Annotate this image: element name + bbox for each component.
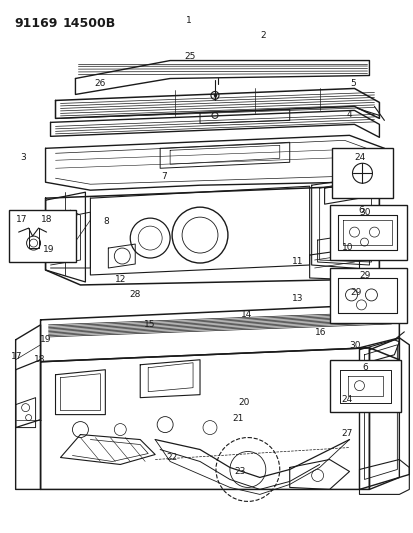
Text: 24: 24: [341, 395, 352, 404]
Text: 25: 25: [184, 52, 196, 61]
Text: 29: 29: [359, 271, 370, 280]
Text: 5: 5: [350, 78, 356, 87]
Text: 17: 17: [16, 215, 27, 224]
Text: 27: 27: [341, 430, 352, 439]
Bar: [9, 210, 76, 262]
Bar: [331, 148, 392, 198]
Text: 14: 14: [240, 310, 251, 319]
Text: 18: 18: [34, 355, 45, 364]
Bar: [329, 205, 406, 260]
Text: 15: 15: [143, 320, 154, 329]
Text: 12: 12: [114, 275, 126, 284]
Text: 26: 26: [94, 78, 105, 87]
Text: 30: 30: [348, 341, 360, 350]
Text: 17: 17: [11, 352, 22, 361]
Text: 21: 21: [232, 414, 243, 423]
Bar: [329, 360, 400, 411]
Text: 6: 6: [362, 363, 368, 372]
Text: 22: 22: [166, 454, 177, 463]
Text: 28: 28: [129, 289, 140, 298]
Text: 19: 19: [39, 335, 51, 344]
Text: 8: 8: [103, 217, 109, 226]
Text: 11: 11: [291, 257, 303, 265]
Text: 10: 10: [341, 244, 352, 253]
Bar: [329, 268, 406, 323]
Text: 23: 23: [234, 467, 245, 475]
Text: 20: 20: [238, 398, 249, 407]
Text: 2: 2: [259, 31, 265, 40]
Text: 13: 13: [291, 294, 303, 303]
Text: 91169: 91169: [14, 17, 58, 30]
Text: 6: 6: [358, 206, 364, 215]
Text: 3: 3: [21, 153, 26, 162]
Text: 18: 18: [40, 215, 52, 224]
Text: 1: 1: [185, 17, 191, 26]
Text: 16: 16: [314, 328, 325, 337]
Text: 29: 29: [350, 287, 361, 296]
Text: 14500B: 14500B: [62, 17, 116, 30]
Text: 7: 7: [160, 172, 166, 181]
Text: 24: 24: [353, 154, 364, 162]
Text: 4: 4: [346, 110, 351, 119]
Text: 30: 30: [359, 208, 370, 217]
Text: 19: 19: [43, 245, 54, 254]
